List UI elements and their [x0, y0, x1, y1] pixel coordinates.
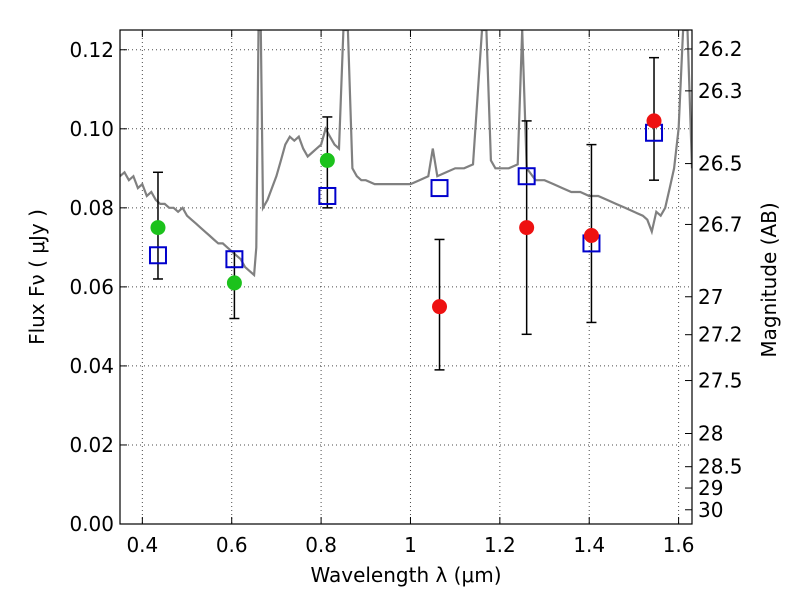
- x-tick-label: 1: [404, 533, 417, 557]
- x-tick-label: 0.8: [305, 533, 337, 557]
- y-tick-label: 0.12: [69, 38, 114, 62]
- right-tick-label: 26.5: [698, 152, 743, 176]
- model-photometry-marker: [148, 246, 167, 265]
- y-tick-label: 0.08: [69, 196, 114, 220]
- error-bars: [152, 56, 660, 371]
- right-tick-label: 27.5: [698, 369, 743, 393]
- observed-flux-marker: [319, 152, 335, 168]
- model-photometry-marker: [318, 186, 337, 205]
- grid-lines: [120, 30, 692, 524]
- model-photometry-marker: [430, 179, 449, 198]
- observed-flux-marker: [646, 113, 662, 129]
- y-tick-label: 0.02: [69, 433, 114, 457]
- observed-flux-marker: [432, 299, 448, 315]
- plot-frame: [119, 29, 693, 525]
- observed-flux-marker: [519, 220, 535, 236]
- model-photometry-marker: [517, 167, 536, 186]
- model-spectrum-line: [120, 30, 692, 278]
- x-axis-ticks: 0.4 0.6 0.8 1 1.2 1.4 1.6: [126, 30, 695, 557]
- x-tick-label: 1.2: [484, 533, 516, 557]
- right-tick-label: 26.7: [698, 212, 743, 236]
- plot-area: [120, 30, 692, 371]
- x-tick-label: 0.6: [216, 533, 248, 557]
- y-tick-label: 0.00: [69, 512, 114, 536]
- right-tick-label: 30: [698, 498, 723, 522]
- right-tick-label: 29: [698, 476, 723, 500]
- right-axis-label: Magnitude (AB): [757, 202, 781, 357]
- observed-flux-marker: [150, 220, 166, 236]
- right-tick-label: 27.2: [698, 323, 743, 347]
- model-photometry-marker: [225, 250, 244, 269]
- observed-flux-points: [150, 113, 662, 315]
- y-tick-label: 0.04: [69, 354, 114, 378]
- right-tick-label: 26.3: [698, 79, 743, 103]
- right-tick-label: 28: [698, 421, 723, 445]
- x-axis-label: Wavelength λ (μm): [310, 563, 501, 587]
- y-tick-label: 0.06: [69, 275, 114, 299]
- y-axis-label: Flux Fν ( μJy ): [25, 209, 49, 345]
- right-tick-label: 26.2: [698, 37, 743, 61]
- y-tick-label: 0.10: [69, 117, 114, 141]
- observed-flux-marker: [583, 228, 599, 244]
- x-tick-label: 1.6: [663, 533, 695, 557]
- x-tick-label: 0.4: [126, 533, 158, 557]
- x-tick-label: 1.4: [573, 533, 605, 557]
- right-tick-label: 27: [698, 285, 723, 309]
- y-axis-ticks: 0.00 0.02 0.04 0.06 0.08 0.10 0.12: [69, 38, 127, 536]
- observed-flux-marker: [226, 275, 242, 291]
- right-tick-label: 28.5: [698, 455, 743, 479]
